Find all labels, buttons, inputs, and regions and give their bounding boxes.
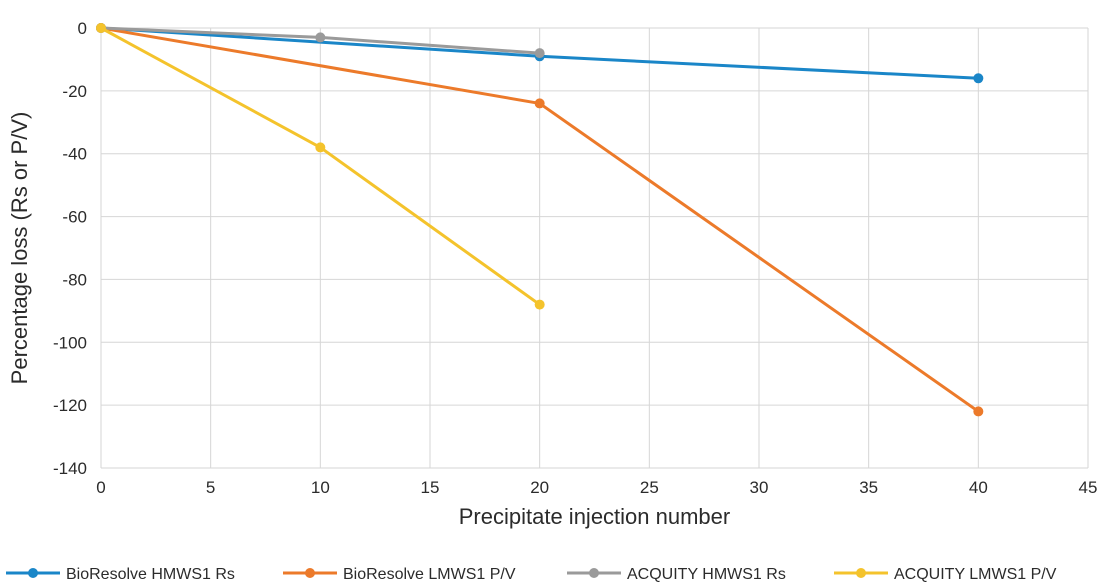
x-tick-label: 0 [96,478,105,497]
legend-label: BioResolve HMWS1 Rs [66,566,235,583]
y-tick-label: -100 [53,333,87,352]
legend-item: ACQUITY LMWS1 P/V [834,566,1057,583]
y-tick-label: -140 [53,459,87,478]
x-tick-label: 10 [311,478,330,497]
data-point [973,73,984,84]
y-tick-label: -120 [53,396,87,415]
x-tick-label: 20 [530,478,549,497]
legend-label: ACQUITY LMWS1 P/V [894,566,1057,583]
legend: BioResolve HMWS1 Rs BioResolve LMWS1 P/V A… [6,566,1057,583]
data-point [534,48,545,59]
y-tick-label: -40 [62,145,87,164]
tick-labels: 0 -20 -40 -60 -80 -100 -120 -140 0 5 10 15 20 25 30 35 4… [53,19,1097,497]
legend-label: BioResolve LMWS1 P/V [343,566,516,583]
data-point [315,142,326,153]
series-3 [96,23,545,310]
x-tick-label: 5 [206,478,215,497]
x-axis-title: Precipitate injection number [459,504,730,529]
x-tick-label: 40 [969,478,988,497]
y-tick-label: -80 [62,270,87,289]
x-tick-label: 25 [640,478,659,497]
legend-swatch-marker [305,568,315,578]
series-layer [96,23,984,417]
data-point [973,406,984,417]
grid [100,27,1089,469]
legend-item: BioResolve HMWS1 Rs [6,566,235,583]
legend-swatch-marker [856,568,866,578]
legend-swatch-marker [28,568,38,578]
data-point [315,32,326,43]
x-tick-label: 15 [421,478,440,497]
legend-item: ACQUITY HMWS1 Rs [567,566,786,583]
data-point [534,299,545,310]
y-axis-title: Percentage loss (Rs or P/V) [7,112,32,385]
legend-item: BioResolve LMWS1 P/V [283,566,516,583]
legend-swatch-marker [589,568,599,578]
x-tick-label: 45 [1079,478,1098,497]
y-tick-label: -20 [62,82,87,101]
y-tick-label: -60 [62,208,87,227]
y-tick-label: 0 [78,19,87,38]
x-tick-label: 30 [750,478,769,497]
data-point [96,23,106,33]
legend-label: ACQUITY HMWS1 Rs [627,566,786,583]
data-point [534,98,545,109]
x-tick-label: 35 [859,478,878,497]
